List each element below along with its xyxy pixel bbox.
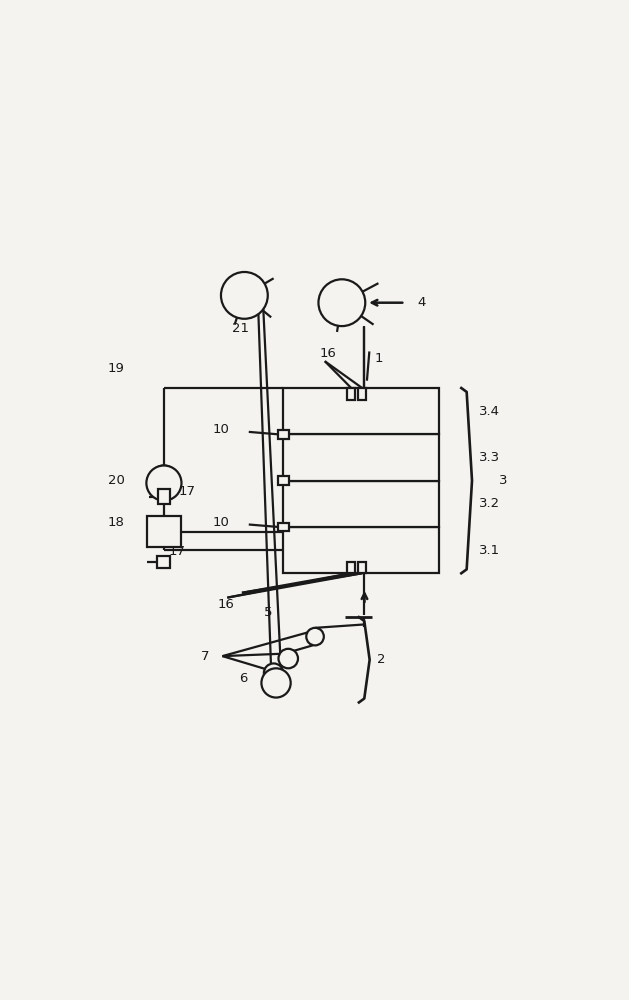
Text: 3: 3 (499, 474, 508, 487)
Text: 2: 2 (377, 653, 386, 666)
Circle shape (264, 663, 284, 683)
Circle shape (279, 649, 298, 668)
Circle shape (147, 466, 182, 501)
Text: 17: 17 (179, 485, 196, 498)
Circle shape (221, 272, 268, 319)
Bar (284, 434, 440, 481)
Text: 3.3: 3.3 (479, 451, 501, 464)
Bar (359, 388, 366, 400)
Text: 3.1: 3.1 (479, 544, 501, 557)
Bar (347, 562, 355, 573)
Text: 1: 1 (374, 352, 382, 365)
Text: 10: 10 (213, 423, 230, 436)
Circle shape (262, 668, 291, 698)
Bar (278, 430, 289, 439)
Bar (157, 556, 170, 568)
Bar (278, 476, 289, 485)
Text: 16: 16 (320, 347, 337, 360)
Bar (359, 562, 366, 573)
Circle shape (306, 628, 324, 645)
Text: 18: 18 (108, 516, 125, 529)
Bar (347, 388, 355, 400)
Bar (284, 388, 440, 434)
Text: 3.2: 3.2 (479, 497, 501, 510)
Bar (284, 481, 440, 527)
Bar (284, 527, 440, 573)
Bar (278, 523, 289, 531)
Text: 3.4: 3.4 (479, 405, 500, 418)
Text: 10: 10 (213, 516, 230, 529)
Text: 6: 6 (240, 672, 248, 685)
Text: 7: 7 (201, 650, 209, 663)
Text: 20: 20 (108, 474, 125, 487)
Text: 16: 16 (218, 598, 235, 611)
Text: 5: 5 (264, 606, 272, 619)
Text: 4: 4 (418, 296, 426, 309)
Text: 17: 17 (169, 545, 186, 558)
Text: 21: 21 (232, 322, 249, 335)
Circle shape (318, 279, 365, 326)
Bar (147, 516, 181, 547)
Bar (158, 489, 170, 504)
Text: 19: 19 (108, 362, 125, 375)
